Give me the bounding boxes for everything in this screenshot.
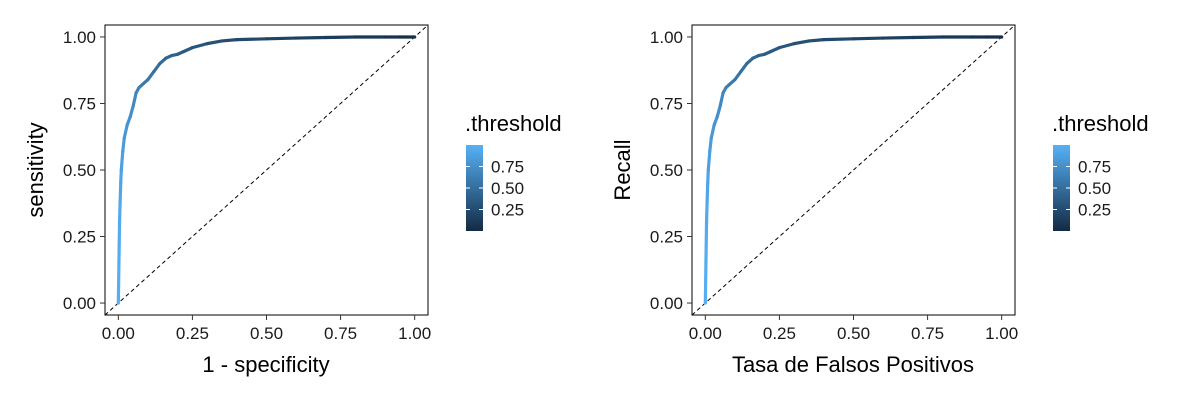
x-tick-label: 0.00 — [102, 324, 135, 343]
x-tick-label: 0.75 — [911, 324, 944, 343]
legend-tick-label: 0.25 — [1078, 201, 1111, 220]
x-tick-label: 0.75 — [324, 324, 357, 343]
y-axis-title-left: sensitivity — [23, 122, 48, 217]
roc-segment — [121, 136, 126, 153]
roc-segment — [709, 123, 716, 140]
roc-segment — [851, 36, 885, 41]
y-axis-left: 0.00 0.25 0.50 0.75 1.00 — [63, 28, 105, 313]
x-axis-left: 0.00 0.25 0.50 0.75 1.00 — [102, 315, 431, 343]
y-axis-title-right: Recall — [610, 139, 635, 200]
roc-segment — [181, 46, 195, 54]
roc-segment — [146, 69, 156, 82]
legend-tick-label: 0.50 — [491, 179, 524, 198]
diagonal-reference-left — [104, 24, 429, 316]
roc-segment — [128, 104, 135, 119]
roc-segment — [881, 35, 915, 40]
roc-segment — [703, 261, 708, 305]
roc-segment — [117, 221, 122, 265]
x-tick-label: 1.00 — [985, 324, 1018, 343]
y-tick-label: 0.25 — [63, 228, 96, 247]
y-tick-label: 0.25 — [650, 228, 683, 247]
y-axis-right: 0.00 0.25 0.50 0.75 1.00 — [650, 28, 692, 313]
roc-segment — [122, 123, 129, 140]
roc-segment — [131, 91, 138, 108]
roc-segment — [706, 168, 710, 185]
x-tick-label: 0.50 — [250, 324, 283, 343]
x-tick-label: 0.25 — [763, 324, 796, 343]
x-tick-label: 0.25 — [176, 324, 209, 343]
roc-segment — [205, 39, 224, 46]
roc-segment — [118, 181, 123, 204]
legend-title-left: .threshold — [465, 111, 562, 136]
roc-curve-left — [116, 35, 417, 305]
y-tick-label: 0.00 — [63, 294, 96, 313]
roc-segment — [733, 69, 743, 82]
y-tick-label: 0.50 — [650, 161, 683, 180]
legend-ticks-left: 0.75 0.50 0.25 — [466, 158, 524, 220]
roc-segment — [715, 104, 722, 119]
roc-segment — [119, 168, 123, 185]
x-tick-label: 0.00 — [689, 324, 722, 343]
x-axis-title-right: Tasa de Falsos Positivos — [732, 352, 974, 377]
y-tick-label: 0.00 — [650, 294, 683, 313]
legend-colorbar-left — [466, 145, 483, 231]
roc-segment — [235, 37, 269, 42]
roc-segment — [822, 37, 856, 42]
roc-segment — [705, 181, 710, 204]
y-tick-label: 1.00 — [650, 28, 683, 47]
y-tick-label: 0.75 — [63, 94, 96, 113]
roc-panel-right: 0.00 0.25 0.50 0.75 1.00 0.00 0.25 0.50 0.75 1.0… — [610, 24, 1149, 377]
roc-segment — [294, 35, 328, 40]
roc-segment — [220, 38, 239, 43]
roc-segment — [718, 91, 725, 108]
legend-ticks-right: 0.75 0.50 0.25 — [1053, 158, 1111, 220]
roc-segment — [768, 46, 782, 54]
roc-segment — [739, 61, 749, 74]
x-axis-title-left: 1 - specificity — [202, 352, 329, 377]
legend-tick-label: 0.75 — [1078, 158, 1111, 177]
roc-segment — [777, 42, 796, 50]
roc-segment — [704, 200, 709, 225]
roc-segment — [190, 42, 209, 50]
diagonal-reference-right — [691, 24, 1016, 316]
x-tick-label: 0.50 — [837, 324, 870, 343]
legend-left: .threshold 0.75 0.50 0.25 — [465, 111, 562, 231]
y-tick-label: 1.00 — [63, 28, 96, 47]
roc-segment — [706, 149, 712, 172]
legend-tick-label: 0.75 — [491, 158, 524, 177]
roc-segment — [119, 149, 125, 172]
legend-colorbar-right — [1053, 145, 1070, 231]
x-tick-label: 1.00 — [398, 324, 431, 343]
roc-segment — [911, 35, 945, 40]
roc-segment — [116, 261, 121, 305]
roc-segment — [264, 36, 298, 41]
legend-title-right: .threshold — [1052, 111, 1149, 136]
roc-segment — [708, 136, 713, 153]
legend-right: .threshold 0.75 0.50 0.25 — [1052, 111, 1149, 231]
roc-segment — [324, 35, 357, 40]
roc-segment — [807, 38, 826, 43]
roc-segment — [792, 39, 811, 46]
legend-tick-label: 0.50 — [1078, 179, 1111, 198]
roc-segment — [117, 200, 122, 225]
roc-panel-left: 0.00 0.25 0.50 0.75 1.00 0.00 0.25 0.50 0.75 1.0… — [23, 24, 562, 377]
y-tick-label: 0.75 — [650, 94, 683, 113]
roc-segment — [152, 61, 162, 74]
legend-tick-label: 0.25 — [491, 201, 524, 220]
x-axis-right: 0.00 0.25 0.50 0.75 1.00 — [689, 315, 1018, 343]
roc-segment — [704, 221, 709, 265]
roc-curve-right — [703, 35, 1004, 305]
y-tick-label: 0.50 — [63, 161, 96, 180]
